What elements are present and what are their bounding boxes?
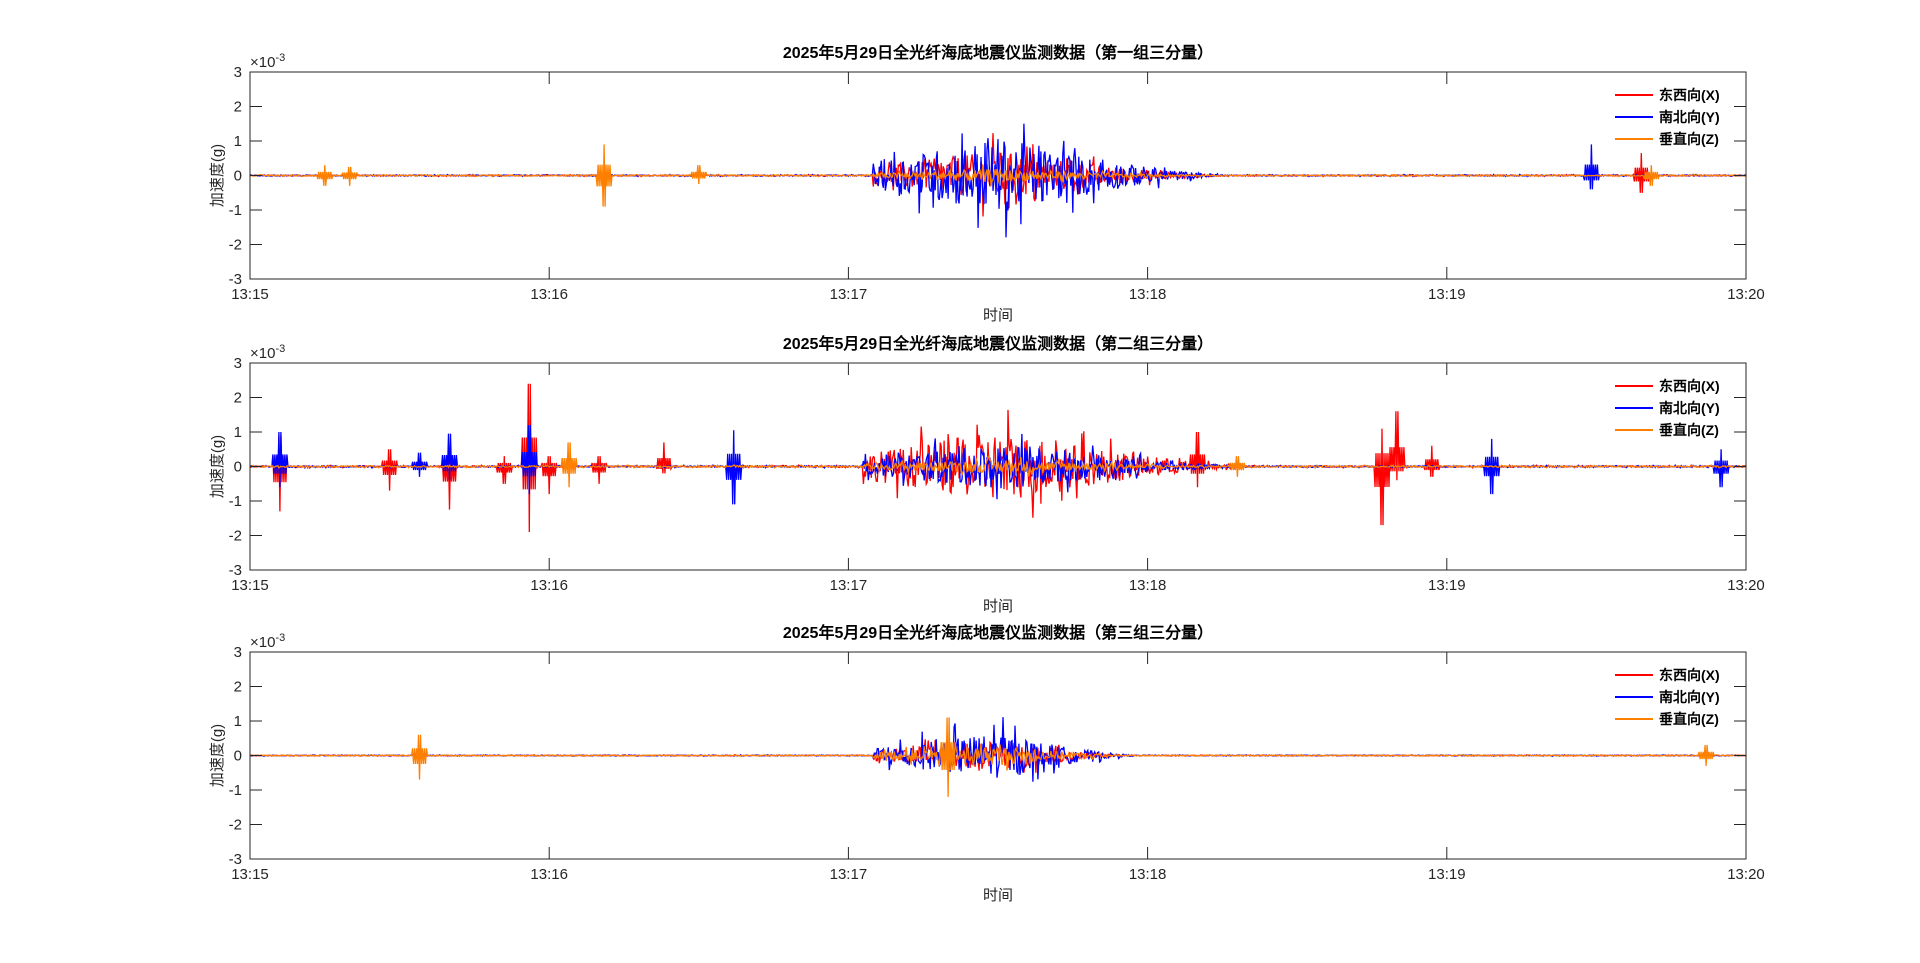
y-tick-label: -1 xyxy=(229,202,242,219)
y-tick-label: 1 xyxy=(234,424,242,441)
subplot-title: 2025年5月29日全光纤海底地震仪监测数据（第二组三分量） xyxy=(783,334,1213,353)
y-tick-label: 1 xyxy=(234,133,242,150)
y-tick-label: 3 xyxy=(234,64,242,81)
x-tick-label: 13:20 xyxy=(1727,286,1765,303)
legend[interactable]: 东西向(X) 南北向(Y) 垂直向(Z) xyxy=(1615,378,1720,438)
y-exponent-power: -3 xyxy=(275,343,285,355)
legend-label-y: 南北向(Y) xyxy=(1659,400,1720,416)
y-exponent-label: ×10-3 xyxy=(250,52,285,71)
subplot-2: 13:15 13:16 13:17 13:18 13:19 13:20 3 2 1 0 -1 -2 -3… xyxy=(209,334,1765,615)
y-tick-label: -3 xyxy=(229,851,242,868)
legend-label-z: 垂直向(Z) xyxy=(1659,422,1719,438)
y-exponent-power: -3 xyxy=(275,632,285,644)
y-tick-label: -3 xyxy=(229,271,242,288)
x-tick-label: 13:19 xyxy=(1428,577,1466,594)
y-tick-label: -1 xyxy=(229,782,242,799)
x-tick-label: 13:18 xyxy=(1129,286,1167,303)
y-exponent-base: ×10 xyxy=(250,634,275,651)
y-exponent-label: ×10-3 xyxy=(250,632,285,651)
x-tick-label: 13:18 xyxy=(1129,866,1167,883)
y-axis-label: 加速度(g) xyxy=(209,435,226,498)
y-tick-label: 2 xyxy=(234,390,242,407)
y-tick-label: 2 xyxy=(234,679,242,696)
legend[interactable]: 东西向(X) 南北向(Y) 垂直向(Z) xyxy=(1615,87,1720,147)
y-tick-label: 3 xyxy=(234,644,242,661)
y-tick-label: -1 xyxy=(229,493,242,510)
x-tick-label: 13:15 xyxy=(231,866,269,883)
legend-label-x: 东西向(X) xyxy=(1659,667,1720,683)
y-exponent-base: ×10 xyxy=(250,54,275,71)
series-line-z xyxy=(249,717,1746,797)
y-exponent-base: ×10 xyxy=(250,345,275,362)
x-tick-label: 13:18 xyxy=(1129,577,1167,594)
subplot-1: 13:15 13:16 13:17 13:18 13:19 13:20 3 2 1 0 -1 -2 -3… xyxy=(209,43,1765,324)
x-axis-label: 时间 xyxy=(983,598,1013,615)
y-tick-label: 0 xyxy=(234,748,242,765)
x-tick-label: 13:16 xyxy=(530,866,568,883)
legend-label-x: 东西向(X) xyxy=(1659,87,1720,103)
y-tick-label: -2 xyxy=(229,528,242,545)
legend-label-z: 垂直向(Z) xyxy=(1659,131,1719,147)
subplot-title: 2025年5月29日全光纤海底地震仪监测数据（第三组三分量） xyxy=(783,623,1213,642)
x-tick-label: 13:19 xyxy=(1428,866,1466,883)
series-line-z xyxy=(249,442,1747,488)
y-tick-label: -2 xyxy=(229,817,242,834)
x-tick-label: 13:16 xyxy=(530,286,568,303)
subplot-title: 2025年5月29日全光纤海底地震仪监测数据（第一组三分量） xyxy=(783,43,1213,62)
series-line-z xyxy=(249,144,1747,207)
y-exponent-power: -3 xyxy=(275,52,285,64)
x-tick-label: 13:19 xyxy=(1428,286,1466,303)
y-tick-label: 1 xyxy=(234,713,242,730)
x-tick-label: 13:15 xyxy=(231,577,269,594)
x-axis-label: 时间 xyxy=(983,887,1013,904)
x-tick-label: 13:17 xyxy=(830,577,868,594)
y-axis-label: 加速度(g) xyxy=(209,144,226,207)
x-tick-label: 13:16 xyxy=(530,577,568,594)
y-axis-label: 加速度(g) xyxy=(209,724,226,787)
x-tick-label: 13:15 xyxy=(231,286,269,303)
x-tick-label: 13:17 xyxy=(830,866,868,883)
y-exponent-label: ×10-3 xyxy=(250,343,285,362)
y-tick-label: 0 xyxy=(234,459,242,476)
legend-label-z: 垂直向(Z) xyxy=(1659,711,1719,727)
legend-label-y: 南北向(Y) xyxy=(1659,109,1720,125)
x-tick-label: 13:17 xyxy=(830,286,868,303)
y-tick-label: -2 xyxy=(229,237,242,254)
y-tick-label: 3 xyxy=(234,355,242,372)
x-tick-label: 13:20 xyxy=(1727,577,1765,594)
y-tick-label: 2 xyxy=(234,99,242,116)
x-tick-label: 13:20 xyxy=(1727,866,1765,883)
y-tick-label: -3 xyxy=(229,562,242,579)
y-tick-label: 0 xyxy=(234,168,242,185)
legend-label-y: 南北向(Y) xyxy=(1659,689,1720,705)
legend-label-x: 东西向(X) xyxy=(1659,378,1720,394)
x-axis-label: 时间 xyxy=(983,307,1013,324)
subplot-3: 13:15 13:16 13:17 13:18 13:19 13:20 3 2 1 0 -1 -2 -3… xyxy=(209,623,1765,904)
legend[interactable]: 东西向(X) 南北向(Y) 垂直向(Z) xyxy=(1615,667,1720,727)
